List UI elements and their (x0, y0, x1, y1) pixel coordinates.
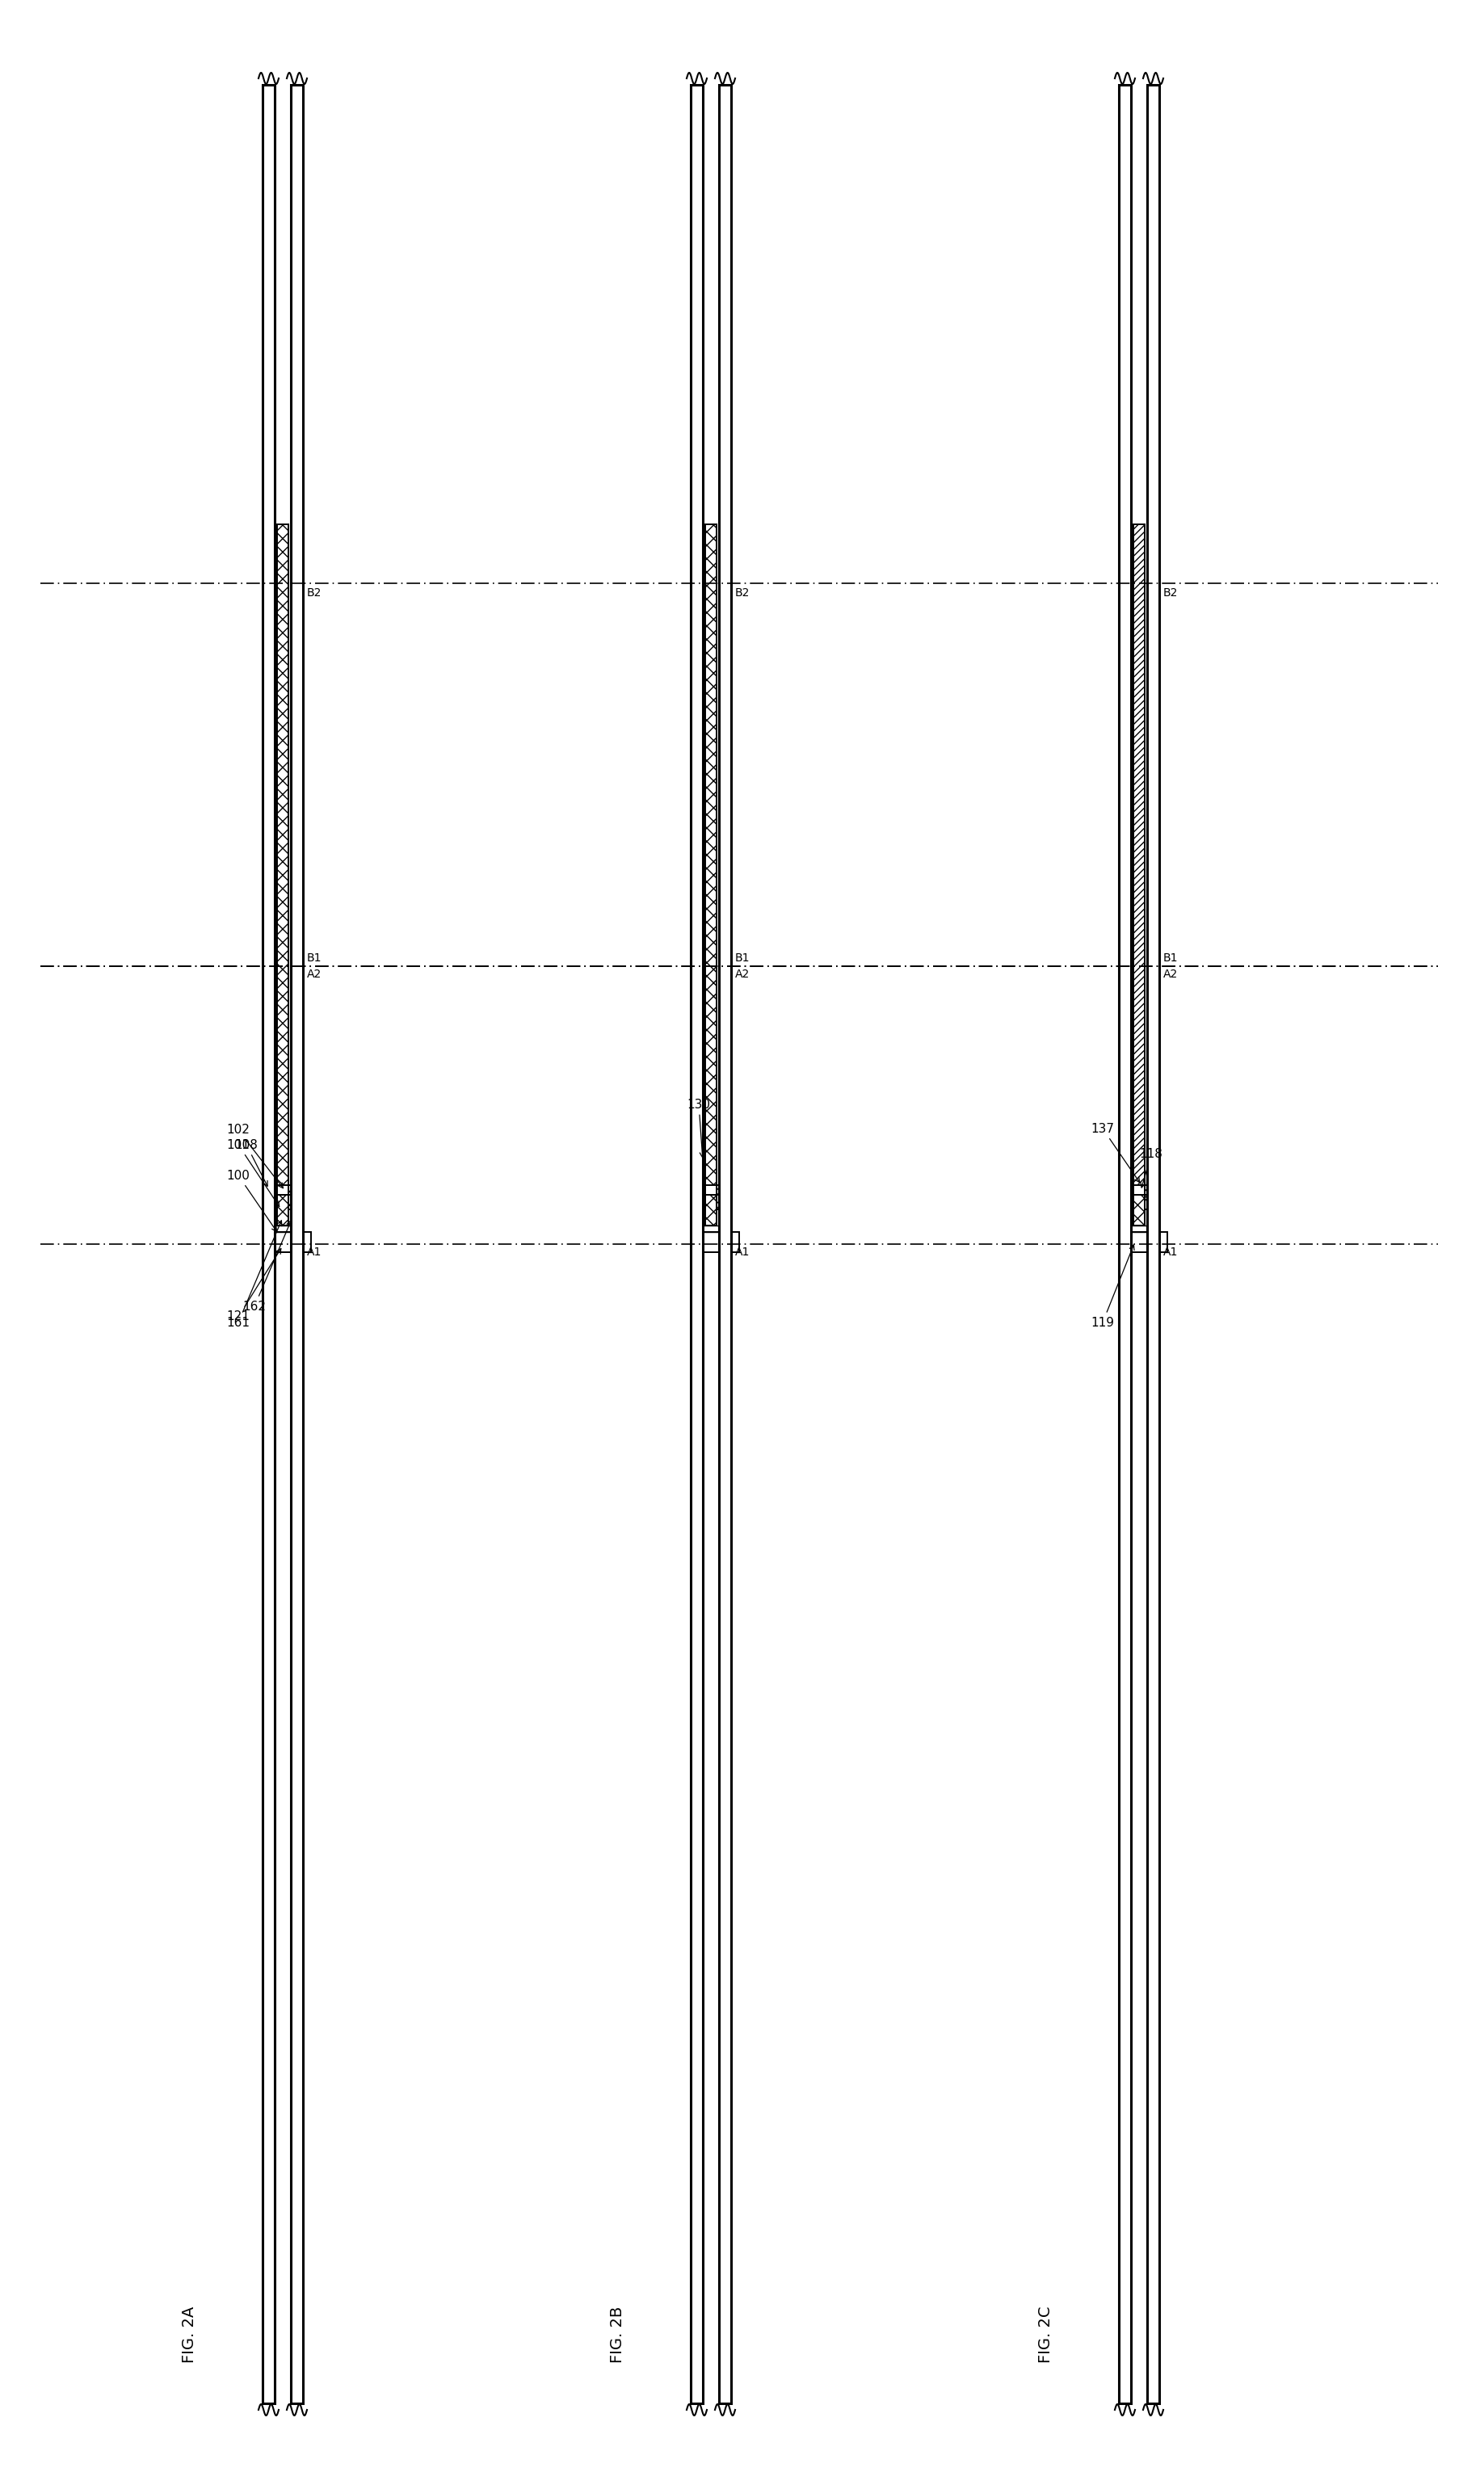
Polygon shape (1144, 1195, 1159, 1227)
Polygon shape (291, 84, 303, 2404)
Text: B1: B1 (1163, 953, 1178, 963)
Polygon shape (1134, 1195, 1144, 1227)
Text: A2: A2 (1163, 967, 1178, 980)
Text: 108: 108 (234, 1138, 267, 1187)
Text: A1: A1 (1163, 1246, 1178, 1259)
Polygon shape (1144, 523, 1159, 1227)
Polygon shape (1147, 84, 1159, 2404)
Polygon shape (705, 1195, 717, 1227)
Polygon shape (717, 1195, 732, 1227)
Text: B2: B2 (1163, 587, 1178, 600)
Polygon shape (690, 523, 705, 1227)
Polygon shape (263, 1195, 278, 1227)
Polygon shape (718, 84, 732, 2404)
Polygon shape (1144, 1195, 1159, 1227)
Text: A1: A1 (307, 1246, 322, 1259)
Text: 102: 102 (227, 1123, 283, 1187)
Text: A2: A2 (735, 967, 749, 980)
Polygon shape (1119, 1195, 1134, 1227)
Polygon shape (690, 1195, 705, 1227)
Text: 119: 119 (1091, 1244, 1134, 1328)
Text: FIG. 2B: FIG. 2B (610, 2305, 626, 2362)
Polygon shape (690, 84, 703, 2404)
Text: 100: 100 (227, 1170, 278, 1232)
Polygon shape (278, 1185, 288, 1195)
Polygon shape (1134, 1185, 1144, 1195)
Text: 137: 137 (1091, 1123, 1140, 1182)
Text: A2: A2 (307, 967, 322, 980)
Polygon shape (278, 523, 288, 1185)
Text: 118: 118 (1140, 1148, 1163, 1187)
Polygon shape (278, 1195, 288, 1227)
Text: 162: 162 (243, 1222, 291, 1313)
Text: 121: 121 (227, 1249, 280, 1323)
Polygon shape (288, 1195, 303, 1227)
Text: FIG. 2C: FIG. 2C (1039, 2305, 1054, 2362)
Polygon shape (705, 523, 717, 1185)
Polygon shape (1119, 84, 1159, 2404)
Polygon shape (717, 523, 732, 1227)
Text: B1: B1 (307, 953, 322, 963)
Text: 101: 101 (227, 1138, 279, 1207)
Polygon shape (1119, 523, 1134, 1227)
Text: B2: B2 (735, 587, 749, 600)
Text: 161: 161 (227, 1222, 282, 1328)
Polygon shape (1134, 1185, 1144, 1195)
Polygon shape (288, 523, 303, 1227)
Polygon shape (1131, 84, 1135, 2404)
Polygon shape (1119, 84, 1131, 2404)
Polygon shape (275, 1232, 312, 1251)
Polygon shape (263, 523, 278, 1227)
Text: B2: B2 (307, 587, 322, 600)
Polygon shape (703, 1232, 739, 1251)
Text: FIG. 2A: FIG. 2A (183, 2305, 197, 2362)
Polygon shape (1134, 1195, 1144, 1227)
Text: 130: 130 (687, 1098, 711, 1157)
Polygon shape (1131, 1232, 1168, 1251)
Text: B1: B1 (735, 953, 749, 963)
Polygon shape (705, 1185, 717, 1195)
Polygon shape (1119, 1195, 1134, 1227)
Polygon shape (1134, 523, 1144, 1185)
Text: A1: A1 (735, 1246, 749, 1259)
Polygon shape (263, 84, 275, 2404)
